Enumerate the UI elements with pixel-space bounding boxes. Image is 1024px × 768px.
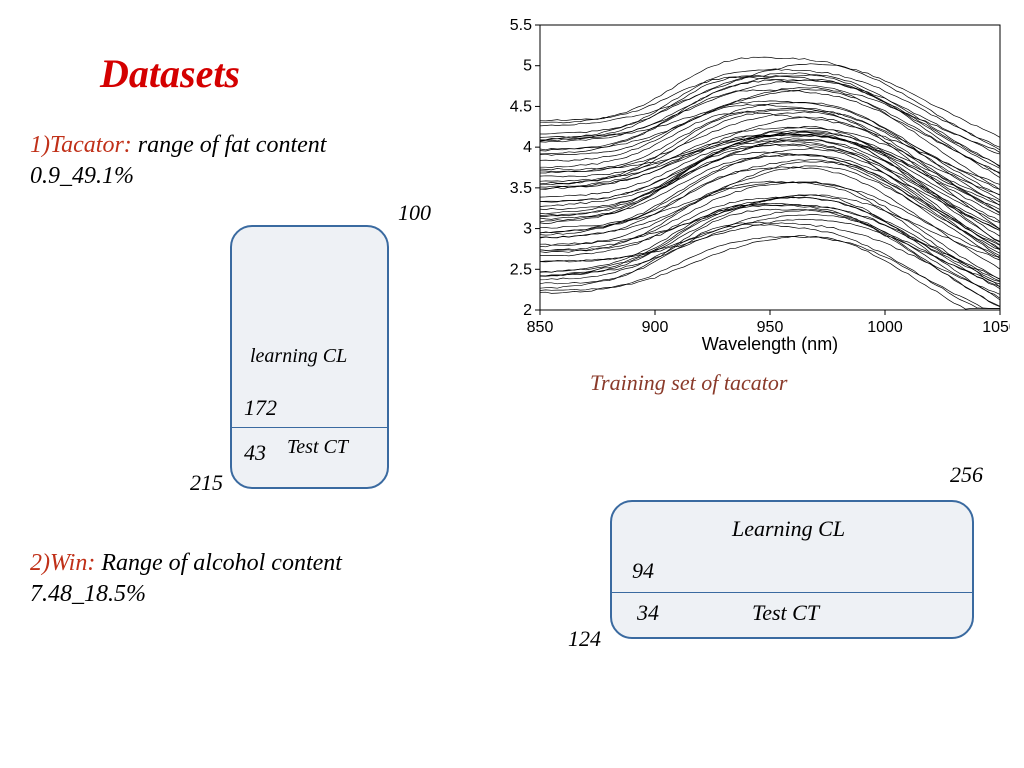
page-title: Datasets bbox=[100, 50, 240, 97]
tacator-index: 1)Tacator: bbox=[30, 132, 132, 158]
chart-caption: Training set of tacator bbox=[590, 370, 787, 396]
win-box-divider bbox=[612, 592, 972, 593]
box1-learning-label: learning CL bbox=[250, 345, 347, 368]
win-box: Learning CL 94 34 Test CT bbox=[610, 500, 974, 639]
box1-width-label: 100 bbox=[398, 200, 431, 226]
box2-test-label: Test CT bbox=[752, 600, 819, 626]
tacator-box-divider bbox=[232, 427, 387, 428]
tacator-chart: 85090095010001050Wavelength (nm)22.533.5… bbox=[490, 15, 1010, 355]
box2-width-label: 256 bbox=[950, 462, 983, 488]
svg-text:1050: 1050 bbox=[982, 319, 1010, 336]
box1-test-n: 43 bbox=[244, 440, 266, 466]
box2-learning-n: 94 bbox=[632, 558, 654, 584]
tacator-range: 0.9_49.1% bbox=[30, 163, 134, 189]
svg-text:5: 5 bbox=[523, 58, 532, 75]
svg-text:3.5: 3.5 bbox=[510, 180, 532, 197]
tacator-desc: range of fat content bbox=[138, 132, 327, 158]
svg-text:1000: 1000 bbox=[867, 319, 903, 336]
win-desc: Range of alcohol content bbox=[101, 550, 342, 576]
svg-text:4.5: 4.5 bbox=[510, 98, 532, 115]
svg-text:5.5: 5.5 bbox=[510, 17, 532, 34]
box2-height-label: 124 bbox=[568, 626, 601, 652]
svg-text:2: 2 bbox=[523, 302, 532, 319]
svg-text:850: 850 bbox=[527, 319, 554, 336]
svg-text:2.5: 2.5 bbox=[510, 261, 532, 278]
box1-learning-n: 172 bbox=[244, 395, 277, 421]
svg-text:900: 900 bbox=[642, 319, 669, 336]
svg-text:Wavelength (nm): Wavelength (nm) bbox=[702, 334, 838, 354]
win-range: 7.48_18.5% bbox=[30, 581, 146, 607]
svg-text:3: 3 bbox=[523, 221, 532, 238]
box2-test-n: 34 bbox=[637, 600, 659, 626]
box1-height-label: 215 bbox=[190, 470, 223, 496]
tacator-box: learning CL 172 43 Test CT bbox=[230, 225, 389, 489]
tacator-chart-svg: 85090095010001050Wavelength (nm)22.533.5… bbox=[490, 15, 1010, 355]
svg-text:4: 4 bbox=[523, 139, 532, 156]
tacator-text: 1)Tacator: range of fat content 0.9_49.1… bbox=[30, 130, 460, 192]
win-index: 2)Win: bbox=[30, 550, 95, 576]
box2-learning-label: Learning CL bbox=[732, 516, 845, 542]
box1-test-label: Test CT bbox=[287, 436, 348, 459]
win-text: 2)Win: Range of alcohol content 7.48_18.… bbox=[30, 548, 460, 610]
